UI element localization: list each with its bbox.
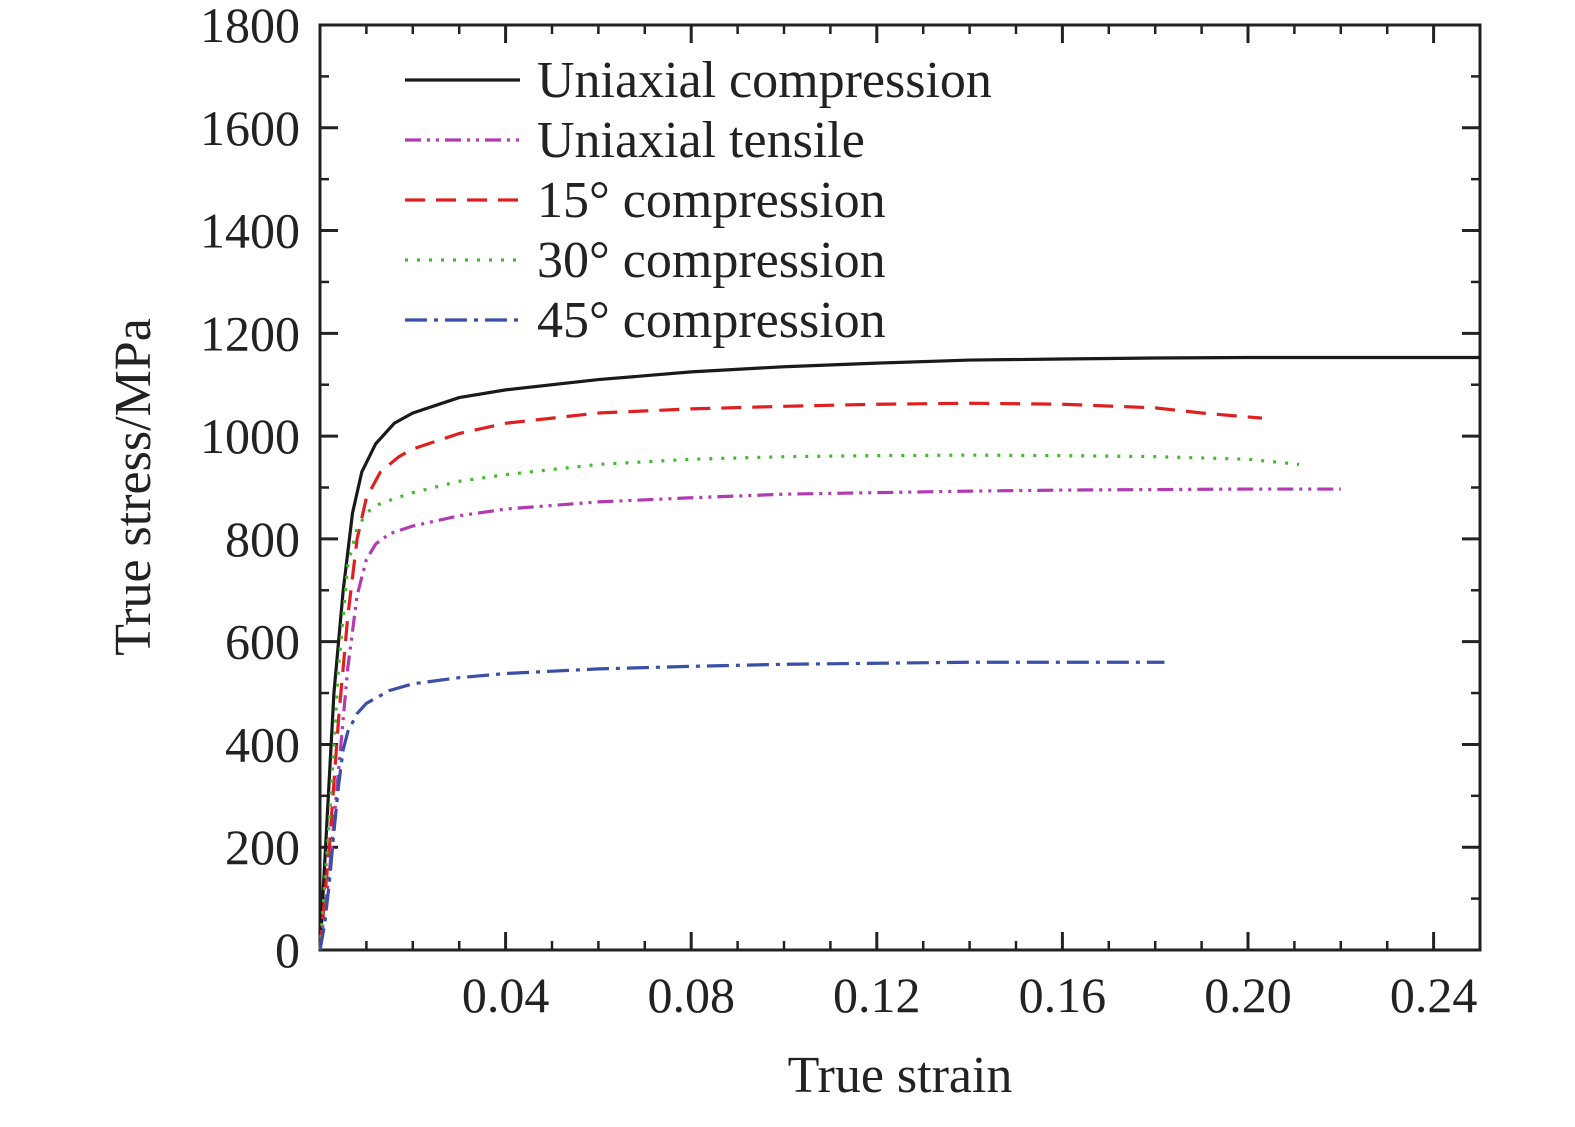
y-tick-label: 1400 <box>200 203 300 259</box>
y-axis-title: True stress/MPa <box>105 318 162 656</box>
x-tick-label: 0.04 <box>462 967 550 1023</box>
y-tick-label: 400 <box>225 716 300 772</box>
x-tick-label: 0.08 <box>647 967 735 1023</box>
y-tick-label: 0 <box>275 922 300 978</box>
x-tick-label: 0.20 <box>1204 967 1292 1023</box>
legend-label-uniaxial-compression: Uniaxial compression <box>537 52 992 109</box>
x-tick-label: 0.24 <box>1390 967 1478 1023</box>
legend-label-uniaxial-tensile: Uniaxial tensile <box>537 112 865 169</box>
x-tick-label: 0.16 <box>1019 967 1107 1023</box>
x-axis-title: True strain <box>788 1047 1013 1104</box>
series-line-uniaxial-compression <box>318 355 1480 951</box>
y-tick-label: 1200 <box>200 305 300 361</box>
x-tick-label: 0.12 <box>833 967 921 1023</box>
y-tick-label: 1800 <box>200 0 300 53</box>
series-line-45-compression <box>318 660 1165 951</box>
y-tick-label: 600 <box>225 614 300 670</box>
y-tick-label: 800 <box>225 511 300 567</box>
axis-ticks: 0 200 400 600 800 1000 1200 1400 1600 1800 0.04 0.0… <box>200 0 1480 1023</box>
data-series <box>318 355 1480 951</box>
y-tick-label: 1600 <box>200 100 300 156</box>
legend-label-15-compression: 15° compression <box>537 172 886 229</box>
y-tick-label: 200 <box>225 819 300 875</box>
legend-label-45-compression: 45° compression <box>537 292 886 349</box>
series-line-15-compression <box>318 401 1263 951</box>
plot-area-frame <box>318 23 1482 952</box>
series-line-uniaxial-tensile <box>318 487 1341 951</box>
y-tick-label: 1000 <box>200 408 300 464</box>
series-line-30-compression <box>318 453 1300 951</box>
legend-label-30-compression: 30° compression <box>537 232 886 289</box>
